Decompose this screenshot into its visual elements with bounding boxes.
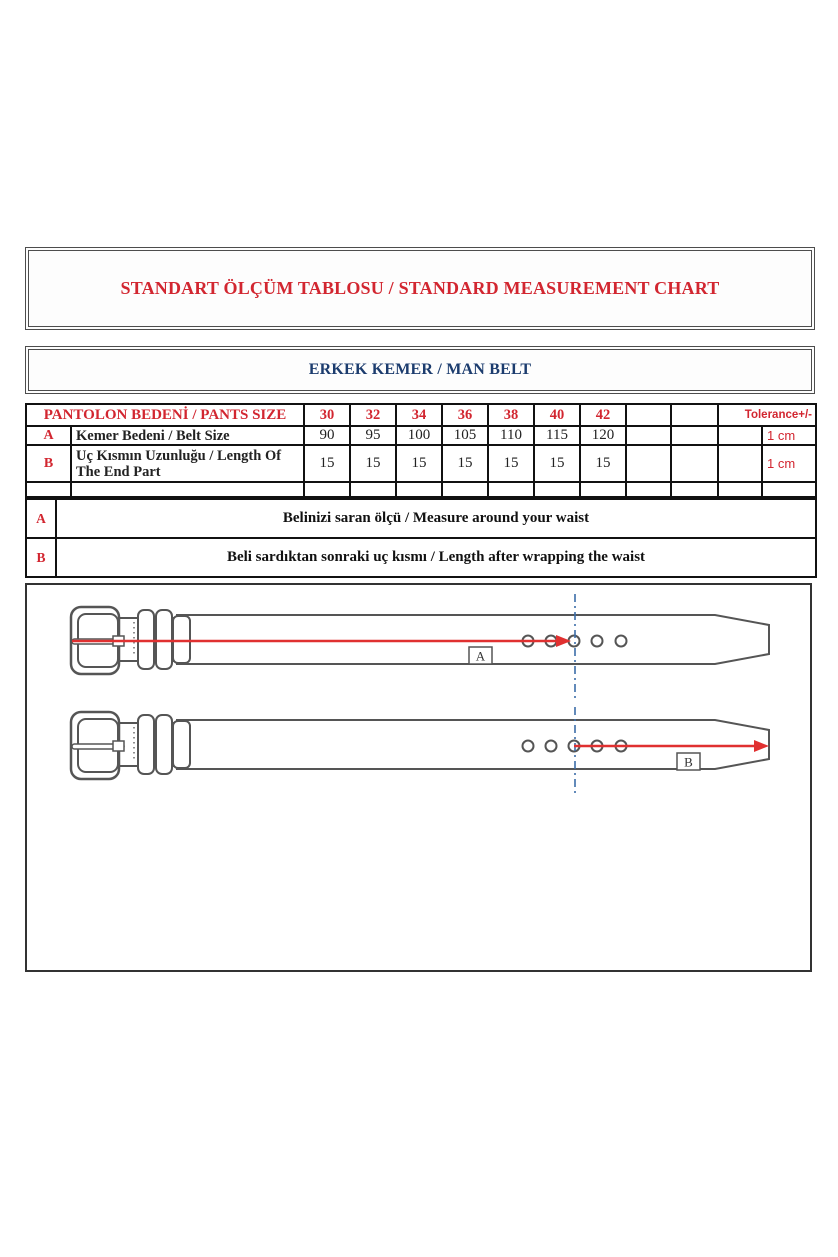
label-b-box: B bbox=[676, 752, 701, 771]
legend-table: A Belinizi saran ölçü / Measure around y… bbox=[25, 498, 817, 578]
belt-size-value: 90 bbox=[303, 425, 351, 446]
empty-cell bbox=[395, 481, 443, 498]
empty-header-cell bbox=[625, 403, 672, 427]
belt-size-value: 115 bbox=[533, 425, 581, 446]
label-b-text: B bbox=[684, 755, 693, 770]
empty-cell bbox=[717, 481, 763, 498]
empty-cell bbox=[670, 444, 719, 483]
belt-size-value: 110 bbox=[487, 425, 535, 446]
empty-cell bbox=[717, 444, 763, 483]
subtitle-box: ERKEK KEMER / MAN BELT bbox=[25, 346, 815, 394]
tolerance-header: Tolerance+/- bbox=[717, 403, 817, 427]
end-part-label: Uç Kısmın Uzunluğu / Length Of The End P… bbox=[70, 444, 305, 483]
belt-size-value: 105 bbox=[441, 425, 489, 446]
label-a-text: A bbox=[476, 649, 486, 664]
belt-size-row: A Kemer Bedeni / Belt Size 90 95 100 105… bbox=[25, 425, 817, 446]
end-part-value: 15 bbox=[441, 444, 489, 483]
empty-cell bbox=[670, 481, 719, 498]
spacer-row bbox=[25, 481, 817, 498]
belt-diagram: A B bbox=[69, 594, 771, 797]
tolerance-value-a: 1 cm bbox=[761, 425, 817, 446]
belt-size-value: 95 bbox=[349, 425, 397, 446]
measure-arrow-a bbox=[72, 635, 571, 647]
empty-cell bbox=[303, 481, 351, 498]
size-col-header: 34 bbox=[395, 403, 443, 427]
size-col-header: 40 bbox=[533, 403, 581, 427]
legend-letter-b: B bbox=[25, 537, 57, 578]
legend-text-a: Belinizi saran ölçü / Measure around you… bbox=[55, 498, 817, 539]
empty-cell bbox=[25, 481, 72, 498]
belt-size-value: 100 bbox=[395, 425, 443, 446]
end-part-value: 15 bbox=[349, 444, 397, 483]
empty-cell bbox=[625, 425, 672, 446]
title-box: STANDART ÖLÇÜM TABLOSU / STANDARD MEASUR… bbox=[25, 247, 815, 330]
legend-row-b: B Beli sardıktan sonraki uç kısmı / Leng… bbox=[25, 537, 817, 578]
empty-cell bbox=[717, 425, 763, 446]
empty-header-cell bbox=[670, 403, 719, 427]
empty-cell bbox=[70, 481, 305, 498]
belt-size-value: 120 bbox=[579, 425, 627, 446]
size-table-header-row: PANTOLON BEDENİ / PANTS SIZE 30 32 34 36… bbox=[25, 403, 817, 427]
end-part-value: 15 bbox=[303, 444, 351, 483]
pants-size-header: PANTOLON BEDENİ / PANTS SIZE bbox=[25, 403, 305, 427]
end-part-row: B Uç Kısmın Uzunluğu / Length Of The End… bbox=[25, 444, 817, 483]
empty-cell bbox=[349, 481, 397, 498]
empty-cell bbox=[761, 481, 817, 498]
size-table: PANTOLON BEDENİ / PANTS SIZE 30 32 34 36… bbox=[25, 403, 817, 498]
legend-letter-a: A bbox=[25, 498, 57, 539]
belt-size-label: Kemer Bedeni / Belt Size bbox=[70, 425, 305, 446]
size-col-header: 38 bbox=[487, 403, 535, 427]
end-part-value: 15 bbox=[579, 444, 627, 483]
end-part-value: 15 bbox=[395, 444, 443, 483]
belt-diagram-box: A B bbox=[25, 583, 812, 972]
row-letter-b: B bbox=[25, 444, 72, 483]
measure-arrow-b bbox=[574, 740, 769, 752]
empty-cell bbox=[625, 444, 672, 483]
empty-cell bbox=[625, 481, 672, 498]
end-part-value: 15 bbox=[533, 444, 581, 483]
size-col-header: 30 bbox=[303, 403, 351, 427]
page-title: STANDART ÖLÇÜM TABLOSU / STANDARD MEASUR… bbox=[120, 278, 720, 298]
legend-row-a: A Belinizi saran ölçü / Measure around y… bbox=[25, 498, 817, 539]
legend-text-b: Beli sardıktan sonraki uç kısmı / Length… bbox=[55, 537, 817, 578]
size-col-header: 42 bbox=[579, 403, 627, 427]
end-part-value: 15 bbox=[487, 444, 535, 483]
empty-cell bbox=[487, 481, 535, 498]
row-letter-a: A bbox=[25, 425, 72, 446]
size-col-header: 32 bbox=[349, 403, 397, 427]
empty-cell bbox=[579, 481, 627, 498]
empty-cell bbox=[533, 481, 581, 498]
size-col-header: 36 bbox=[441, 403, 489, 427]
tolerance-value-b: 1 cm bbox=[761, 444, 817, 483]
label-a-box: A bbox=[468, 646, 493, 665]
empty-cell bbox=[441, 481, 489, 498]
product-title: ERKEK KEMER / MAN BELT bbox=[308, 361, 532, 378]
empty-cell bbox=[670, 425, 719, 446]
